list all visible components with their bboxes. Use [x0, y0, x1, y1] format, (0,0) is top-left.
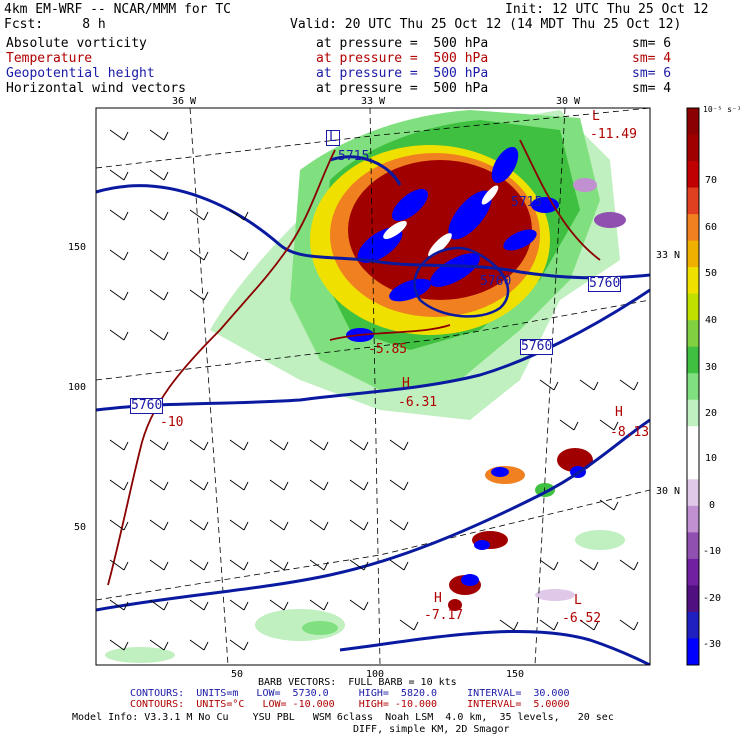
- height-contour-label: 5760: [480, 274, 512, 289]
- colorbar-swatch: [687, 293, 699, 321]
- lon-label: 30 W: [556, 96, 581, 107]
- colorbar-tick: 70: [705, 175, 718, 186]
- field-pressure: at pressure = 500 hPa: [316, 51, 489, 66]
- temperature-label: -6.31: [398, 395, 438, 410]
- colorbar-tick: 60: [705, 222, 718, 233]
- height-contour-label: 5715: [338, 149, 370, 164]
- high-marker: H: [402, 376, 410, 391]
- height-contour-info: CONTOURS: UNITS=m LOW= 5730.0 HIGH= 5820…: [130, 688, 570, 699]
- high-marker: H: [434, 591, 442, 606]
- model-title: 4km EM-WRF -- NCAR/MMM for TC: [4, 2, 231, 17]
- field-smoothing: sm= 4: [632, 51, 672, 66]
- colorbar-swatch: [687, 452, 699, 480]
- field-name: Temperature: [6, 51, 93, 66]
- colorbar-swatch: [687, 373, 699, 401]
- colorbar-unit: 10⁻⁵ s⁻¹: [703, 105, 740, 114]
- colorbar-swatch: [687, 479, 699, 507]
- height-contour-label: 5760: [588, 276, 622, 292]
- valid-time: Valid: 20 UTC Thu 25 Oct 12 (14 MDT Thu …: [290, 17, 682, 32]
- colorbar-swatch: [687, 161, 699, 189]
- temperature-label: -6.52: [562, 611, 602, 626]
- lon-label: 36 W: [172, 96, 197, 107]
- temperature-label: -7.17: [424, 608, 464, 623]
- low-marker: L: [326, 130, 340, 146]
- colorbar-tick: -30: [703, 639, 722, 650]
- colorbar-tick: 50: [705, 268, 718, 279]
- colorbar-swatch: [687, 532, 699, 560]
- plot-frame: [95, 107, 651, 666]
- colorbar: [686, 107, 700, 666]
- field-name: Absolute vorticity: [6, 36, 147, 51]
- colorbar-tick: 30: [705, 362, 718, 373]
- field-smoothing: sm= 6: [632, 36, 672, 51]
- colorbar-swatch: [687, 505, 699, 533]
- y-tick-label: 100: [68, 382, 87, 393]
- colorbar-tick: 20: [705, 408, 718, 419]
- field-pressure: at pressure = 500 hPa: [316, 81, 489, 96]
- colorbar-swatch: [687, 426, 699, 454]
- colorbar-swatch: [687, 320, 699, 348]
- lat-lon-grid: [96, 108, 650, 665]
- low-marker: L: [574, 593, 582, 608]
- colorbar-swatch: [687, 187, 699, 215]
- temperature-contour-info: CONTOURS: UNITS=°C LOW= -10.000 HIGH= -1…: [130, 699, 570, 710]
- temperature-label: -10: [160, 415, 184, 430]
- height-contour-label: 5760: [520, 339, 554, 355]
- wind-barbs: [109, 129, 639, 651]
- x-tick-label: 100: [366, 669, 385, 680]
- colorbar-swatch: [687, 346, 699, 374]
- temperature-label: -11.49: [590, 127, 637, 142]
- colorbar-swatch: [687, 585, 699, 613]
- field-pressure: at pressure = 500 hPa: [316, 66, 489, 81]
- low-marker: L: [592, 109, 600, 124]
- colorbar-tick: 10: [705, 453, 718, 464]
- lat-label: 33 N: [656, 250, 681, 261]
- x-tick-label: 50: [231, 669, 244, 680]
- vorticity-field: [96, 108, 650, 665]
- temperature-contours: [107, 139, 601, 586]
- lon-label: 33 W: [361, 96, 386, 107]
- colorbar-tick: 0: [709, 500, 716, 511]
- high-marker: H: [615, 405, 623, 420]
- model-info: Model Info: V3.3.1 M No Cu YSU PBL WSM 6…: [72, 712, 614, 723]
- colorbar-swatch: [687, 611, 699, 639]
- field-name: Horizontal wind vectors: [6, 81, 187, 96]
- lat-label: 30 N: [656, 486, 681, 497]
- colorbar-swatch: [687, 558, 699, 586]
- x-tick-label: 150: [506, 669, 525, 680]
- colorbar-swatch: [687, 214, 699, 242]
- colorbar-swatch: [687, 240, 699, 268]
- temperature-label: -5.85: [368, 342, 408, 357]
- y-tick-label: 150: [68, 242, 87, 253]
- colorbar-swatch: [687, 638, 699, 666]
- barb-legend: BARB VECTORS: FULL BARB = 10 kts: [258, 677, 457, 688]
- height-contour-label: 5760: [130, 398, 164, 414]
- colorbar-tick: -10: [703, 546, 722, 557]
- colorbar-swatch: [687, 399, 699, 427]
- colorbar-swatch: [687, 267, 699, 295]
- colorbar-swatch: [687, 134, 699, 162]
- temperature-label: -8.13: [610, 425, 650, 440]
- field-name: Geopotential height: [6, 66, 155, 81]
- init-time: Init: 12 UTC Thu 25 Oct 12: [505, 2, 709, 17]
- model-info-diffusion: DIFF, simple KM, 2D Smagor: [353, 724, 510, 735]
- height-contour-label: 5715: [511, 195, 543, 210]
- height-contours: [96, 155, 650, 665]
- colorbar-tick: 40: [705, 315, 718, 326]
- y-tick-label: 50: [74, 522, 87, 533]
- field-pressure: at pressure = 500 hPa: [316, 36, 489, 51]
- field-smoothing: sm= 4: [632, 81, 672, 96]
- colorbar-tick: -20: [703, 593, 722, 604]
- colorbar-swatch: [687, 108, 699, 136]
- forecast-hour: Fcst: 8 h: [4, 17, 106, 32]
- field-smoothing: sm= 6: [632, 66, 672, 81]
